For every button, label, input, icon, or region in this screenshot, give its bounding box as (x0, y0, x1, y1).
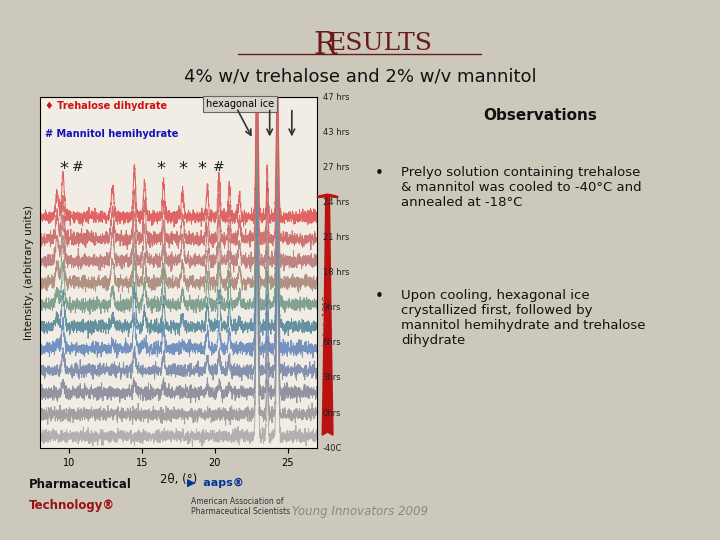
Text: 0hrs: 0hrs (323, 409, 341, 417)
Text: •: • (374, 289, 383, 305)
Text: Young Innovators 2009: Young Innovators 2009 (292, 505, 428, 518)
Text: 27 hrs: 27 hrs (323, 163, 349, 172)
Text: 21 hrs: 21 hrs (323, 233, 349, 242)
Text: ESULTS: ESULTS (328, 32, 433, 56)
Text: 24 hrs: 24 hrs (323, 198, 349, 207)
Y-axis label: Intensity, (arbitrary units): Intensity, (arbitrary units) (24, 205, 34, 340)
Text: Prelyo solution containing trehalose
& mannitol was cooled to -40°C and
annealed: Prelyo solution containing trehalose & m… (401, 166, 642, 210)
Text: -40C: -40C (323, 444, 342, 453)
Text: ♦ Trehalose dihydrate: ♦ Trehalose dihydrate (45, 100, 167, 111)
Text: Pharmaceutical: Pharmaceutical (29, 478, 132, 491)
Text: 47 hrs: 47 hrs (323, 93, 349, 102)
X-axis label: 2θ, (°): 2θ, (°) (160, 474, 197, 487)
Text: 18 hrs: 18 hrs (323, 268, 349, 277)
Text: ▶  aaps®: ▶ aaps® (187, 478, 244, 488)
Text: hexagonal ice: hexagonal ice (206, 99, 274, 109)
Text: *: * (59, 160, 68, 178)
Text: 6hrs: 6hrs (323, 339, 341, 347)
Text: *: * (179, 160, 187, 178)
Text: •: • (374, 166, 383, 181)
Text: #: # (71, 160, 84, 174)
Text: R: R (313, 30, 336, 60)
Text: *: * (197, 160, 207, 178)
Text: 9hrs: 9hrs (323, 303, 341, 312)
Text: 3hrs: 3hrs (323, 374, 341, 382)
Text: *: * (156, 160, 165, 178)
Text: # Mannitol hemihydrate: # Mannitol hemihydrate (45, 129, 179, 139)
Text: American Association of
Pharmaceutical Scientists: American Association of Pharmaceutical S… (191, 497, 290, 516)
Text: 4% w/v trehalose and 2% w/v mannitol: 4% w/v trehalose and 2% w/v mannitol (184, 68, 536, 85)
Text: Technology®: Technology® (29, 500, 115, 512)
Text: annealed at -18°C: annealed at -18°C (323, 296, 332, 373)
Text: Observations: Observations (483, 108, 597, 123)
Text: #: # (213, 160, 225, 174)
Text: Upon cooling, hexagonal ice
crystallized first, followed by
mannitol hemihydrate: Upon cooling, hexagonal ice crystallized… (401, 289, 645, 347)
Text: 43 hrs: 43 hrs (323, 128, 349, 137)
